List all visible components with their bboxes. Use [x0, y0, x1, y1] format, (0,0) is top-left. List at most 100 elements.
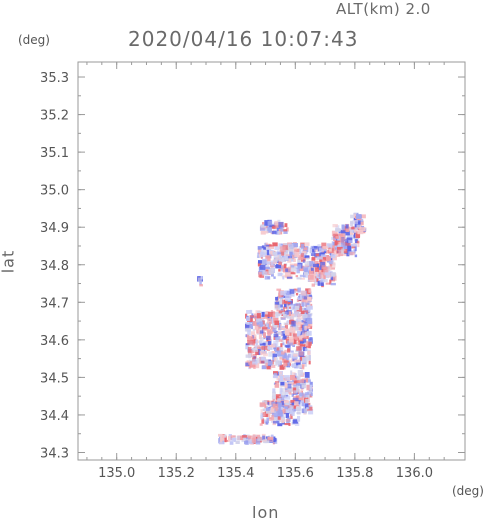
data-cell: [262, 311, 269, 317]
data-cell: [280, 388, 283, 393]
data-cell: [341, 242, 346, 248]
data-cell: [255, 318, 261, 323]
data-cell: [336, 229, 341, 231]
data-cell: [275, 338, 280, 343]
data-cell: [304, 340, 309, 347]
data-cell: [272, 403, 279, 409]
data-cell: [305, 355, 311, 361]
data-cell: [261, 251, 267, 255]
data-cell: [281, 364, 286, 370]
data-cell: [291, 372, 296, 376]
data-cell: [302, 298, 308, 303]
data-cell: [262, 329, 265, 333]
data-cell: [322, 246, 329, 249]
data-cell: [262, 320, 265, 325]
data-cell: [269, 400, 272, 405]
data-cell: [245, 434, 250, 438]
data-cell: [312, 263, 319, 268]
data-cell: [275, 357, 279, 363]
data-cell: [267, 227, 272, 233]
data-cell: [280, 311, 285, 315]
data-cell: [286, 290, 292, 294]
data-cell: [337, 234, 342, 241]
data-cell: [274, 320, 279, 326]
data-cell: [264, 242, 267, 248]
data-cell: [292, 419, 299, 424]
data-cell: [305, 378, 308, 383]
data-cell: [285, 413, 289, 418]
data-cell: [307, 260, 311, 266]
data-cell: [261, 258, 268, 264]
data-cell: [352, 220, 358, 225]
data-cell: [331, 272, 336, 277]
data-cell: [259, 321, 264, 327]
x-axis-label: lon: [252, 503, 280, 522]
data-cell: [285, 330, 290, 336]
data-cell: [278, 221, 284, 228]
data-cell: [279, 273, 284, 276]
data-cell: [283, 263, 287, 269]
data-cell: [296, 277, 302, 280]
data-cell: [278, 269, 281, 272]
data-cell: [200, 276, 203, 280]
data-cell: [338, 229, 343, 234]
data-cell: [279, 324, 282, 330]
data-cell: [292, 250, 297, 253]
data-cell: [267, 311, 273, 317]
data-cell: [280, 226, 284, 232]
data-cell: [277, 415, 281, 420]
data-cell: [310, 251, 316, 256]
data-cell: [306, 407, 309, 410]
data-cell: [252, 328, 256, 332]
data-cell: [323, 275, 326, 279]
data-cell: [274, 407, 279, 411]
data-cell: [304, 261, 309, 266]
data-cell: [310, 245, 314, 250]
data-cell: [364, 227, 367, 232]
data-cell: [301, 301, 307, 307]
data-cell: [289, 327, 296, 332]
data-cell: [266, 337, 270, 344]
data-cell: [297, 415, 301, 422]
data-cell: [281, 257, 286, 262]
data-cell: [272, 242, 278, 247]
data-cell: [249, 350, 255, 353]
data-cell: [260, 414, 264, 420]
y-tick-label: 35.3: [40, 71, 69, 86]
data-cell: [318, 266, 324, 271]
data-cell: [262, 327, 268, 330]
data-cell: [301, 307, 308, 310]
data-cell: [277, 406, 282, 411]
data-cell: [259, 330, 264, 334]
data-cell: [246, 333, 250, 339]
x-tick-label: 135.2: [158, 466, 195, 481]
data-cell: [292, 383, 295, 386]
data-cell: [301, 253, 304, 257]
data-cell: [272, 312, 275, 318]
data-cell: [293, 333, 298, 339]
data-cell: [245, 344, 249, 350]
data-cell: [295, 292, 299, 296]
data-cell: [283, 303, 287, 308]
data-cell: [280, 397, 285, 403]
data-cell: [299, 249, 302, 255]
data-cell: [331, 262, 336, 268]
x-tick-label: 135.6: [277, 466, 314, 481]
data-cell: [282, 353, 288, 359]
data-cell: [272, 225, 276, 229]
data-cell: [230, 435, 236, 438]
data-cell: [324, 269, 331, 276]
data-cell: [303, 323, 309, 326]
data-cell: [335, 225, 340, 230]
data-cell: [257, 436, 264, 442]
data-cell: [281, 317, 286, 320]
data-cell: [301, 320, 304, 324]
data-cell: [277, 398, 281, 402]
data-cell: [284, 423, 290, 426]
data-cell: [320, 273, 326, 280]
data-cell: [298, 396, 304, 401]
data-cell: [338, 244, 343, 248]
data-cell: [277, 231, 281, 234]
data-cell: [273, 420, 279, 424]
data-cell: [291, 408, 296, 413]
